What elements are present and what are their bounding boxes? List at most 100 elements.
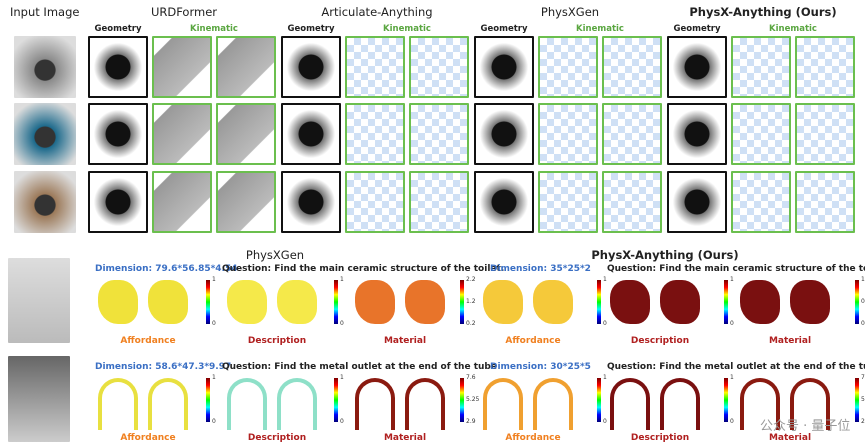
colorbar-tick: 1: [730, 276, 734, 283]
panel-label: Description: [247, 433, 307, 443]
input-image: [14, 171, 76, 233]
colorbar-tick: 2.2: [466, 276, 476, 283]
colorbar: [855, 280, 859, 324]
object-render: [148, 280, 188, 324]
kinematic-image: [731, 171, 791, 233]
colorbar: [597, 378, 601, 422]
section-title: PhysX-Anything (Ours): [591, 248, 739, 262]
object-render: [405, 378, 445, 430]
kinematic-image: [216, 171, 276, 233]
question: Question: Find the main ceramic structur…: [607, 264, 865, 274]
geometry-image: [667, 103, 727, 165]
kinematic-label: Kinematic: [576, 24, 624, 34]
kinematic-image: [345, 36, 405, 98]
input-image: [8, 258, 70, 343]
kinematic-image: [152, 171, 212, 233]
kinematic-image: [731, 36, 791, 98]
method-header: PhysXGen: [540, 5, 600, 19]
object-render: [660, 378, 700, 430]
kinematic-image: [409, 103, 469, 165]
kinematic-label: Kinematic: [190, 24, 238, 34]
geometry-image: [281, 103, 341, 165]
panel-label: Description: [630, 433, 690, 443]
colorbar-tick: 0.8: [861, 298, 865, 305]
colorbar-tick: 0: [603, 418, 607, 425]
colorbar-tick: 1: [730, 374, 734, 381]
colorbar: [206, 280, 210, 324]
object-render: [277, 280, 317, 324]
geometry-image: [474, 171, 534, 233]
panel-label: Material: [768, 433, 812, 443]
colorbar: [206, 378, 210, 422]
kinematic-image: [152, 103, 212, 165]
method-header: PhysX-Anything (Ours): [689, 5, 837, 19]
geometry-image: [281, 36, 341, 98]
colorbar: [460, 378, 464, 422]
dimension: Dimension: 79.6*56.85*4.54: [95, 264, 238, 274]
input-image: [14, 103, 76, 165]
colorbar-tick: 2.9: [466, 418, 476, 425]
object-render: [355, 378, 395, 430]
geometry-label: Geometry: [673, 24, 721, 34]
dimension: Dimension: 35*25*2: [490, 264, 591, 274]
colorbar: [855, 378, 859, 422]
geometry-label: Geometry: [480, 24, 528, 34]
kinematic-image: [731, 103, 791, 165]
kinematic-image: [216, 103, 276, 165]
kinematic-image: [152, 36, 212, 98]
dimension: Dimension: 30*25*5: [490, 362, 591, 372]
kinematic-image: [216, 36, 276, 98]
panel-label: Affordance: [120, 336, 176, 346]
geometry-image: [88, 171, 148, 233]
colorbar-tick: 1: [603, 276, 607, 283]
kinematic-image: [409, 36, 469, 98]
object-render: [98, 378, 138, 430]
question: Question: Find the metal outlet at the e…: [607, 362, 865, 372]
object-render: [533, 280, 573, 324]
kinematic-image: [538, 36, 598, 98]
geometry-image: [667, 36, 727, 98]
colorbar-tick: 1: [603, 374, 607, 381]
method-header: Articulate-Anything: [321, 5, 433, 19]
geometry-image: [88, 103, 148, 165]
colorbar-tick: 0: [340, 418, 344, 425]
colorbar-tick: 5.3: [861, 396, 865, 403]
colorbar-tick: 0.2: [466, 320, 476, 327]
geometry-image: [667, 171, 727, 233]
colorbar-tick: 2.8: [861, 418, 865, 425]
geometry-image: [88, 36, 148, 98]
panel-label: Description: [247, 336, 307, 346]
colorbar: [724, 378, 728, 422]
panel-label: Material: [768, 336, 812, 346]
question: Question: Find the metal outlet at the e…: [222, 362, 497, 372]
object-render: [227, 378, 267, 430]
input-image: [8, 356, 70, 442]
object-render: [790, 280, 830, 324]
input-header: Input Image: [10, 5, 80, 19]
colorbar-tick: 0.2: [861, 320, 865, 327]
object-render: [227, 280, 267, 324]
colorbar-tick: 7.8: [861, 374, 865, 381]
panel-label: Affordance: [120, 433, 176, 443]
colorbar-tick: 1.2: [466, 298, 476, 305]
geometry-label: Geometry: [287, 24, 335, 34]
colorbar: [334, 378, 338, 422]
colorbar: [460, 280, 464, 324]
colorbar-tick: 1: [212, 374, 216, 381]
object-render: [660, 280, 700, 324]
dimension: Dimension: 58.6*47.3*9.97: [95, 362, 232, 372]
colorbar-tick: 1.4: [861, 276, 865, 283]
panel-label: Description: [630, 336, 690, 346]
object-render: [533, 378, 573, 430]
object-render: [740, 280, 780, 324]
colorbar-tick: 1: [340, 374, 344, 381]
object-render: [148, 378, 188, 430]
colorbar-tick: 0: [730, 320, 734, 327]
object-render: [355, 280, 395, 324]
object-render: [277, 378, 317, 430]
kinematic-image: [345, 103, 405, 165]
panel-label: Affordance: [505, 336, 561, 346]
input-image: [14, 36, 76, 98]
method-header: URDFormer: [150, 5, 218, 19]
geometry-image: [281, 171, 341, 233]
